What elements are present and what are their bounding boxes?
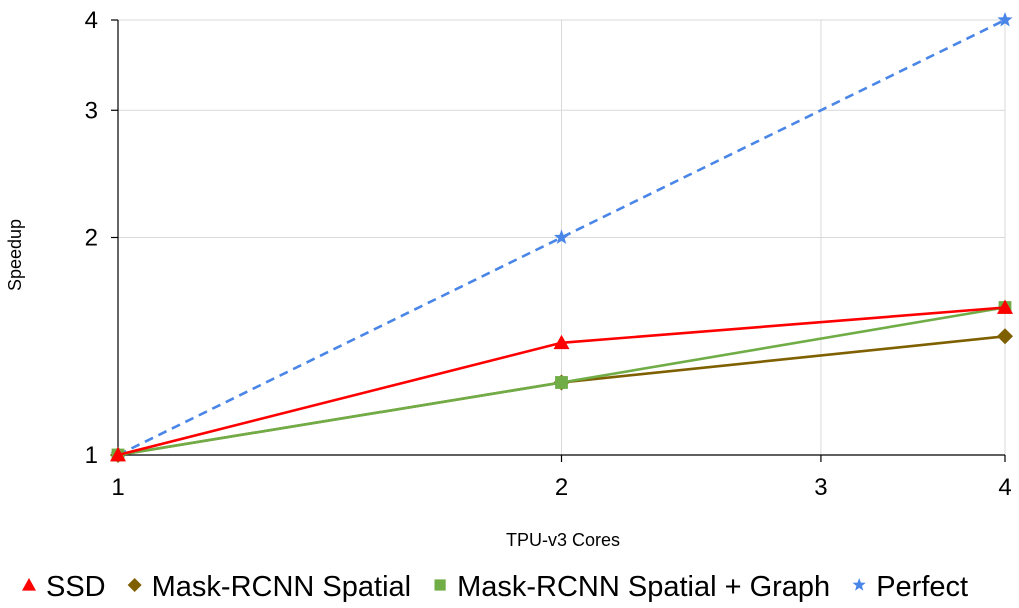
y-tick-label: 3 <box>85 97 98 124</box>
data-point-mask-rcnn-spatial-graph <box>555 376 568 389</box>
series <box>110 12 1013 463</box>
x-axis-title: TPU-v3 Cores <box>506 530 620 550</box>
x-tick-label: 2 <box>555 474 568 501</box>
legend-label: Mask-RCNN Spatial <box>152 571 411 603</box>
legend-item-mask-rcnn-spatial-graph: Mask-RCNN Spatial + Graph <box>434 571 830 603</box>
x-tick-label: 4 <box>998 474 1011 501</box>
data-point-ssd <box>110 447 126 462</box>
data-point-ssd <box>553 334 570 350</box>
legend-marker-mask-rcnn-spatial <box>127 578 142 592</box>
grid <box>118 19 1006 455</box>
legend-marker-ssd <box>22 578 36 591</box>
legend-item-mask-rcnn-spatial: Mask-RCNN Spatial <box>127 571 411 603</box>
x-tick-label: 1 <box>111 474 124 501</box>
y-axis-title: Speedup <box>5 219 25 291</box>
legend-label: Mask-RCNN Spatial + Graph <box>457 571 830 603</box>
legend-marker-mask-rcnn-spatial-graph <box>434 579 446 591</box>
y-tick-label: 2 <box>85 225 98 252</box>
ticks: 1 2 3 4 1 2 3 4 <box>85 7 1012 501</box>
legend-item-perfect: Perfect <box>852 571 968 603</box>
legend-label: Perfect <box>876 571 968 603</box>
x-tick-label: 3 <box>814 474 827 501</box>
y-tick-label: 1 <box>85 442 98 469</box>
data-point-perfect <box>997 12 1013 27</box>
y-tick-label: 4 <box>85 7 98 34</box>
legend-marker-perfect <box>852 578 866 591</box>
legend-label: SSD <box>46 571 106 603</box>
legend: SSD Mask-RCNN Spatial Mask-RCNN Spatial + … <box>22 571 968 603</box>
data-point-mask-rcnn-spatial <box>997 328 1013 345</box>
legend-item-ssd: SSD <box>22 571 106 603</box>
data-point-ssd <box>997 299 1013 314</box>
data-point-perfect <box>553 229 570 244</box>
series-ssd <box>110 299 1013 462</box>
